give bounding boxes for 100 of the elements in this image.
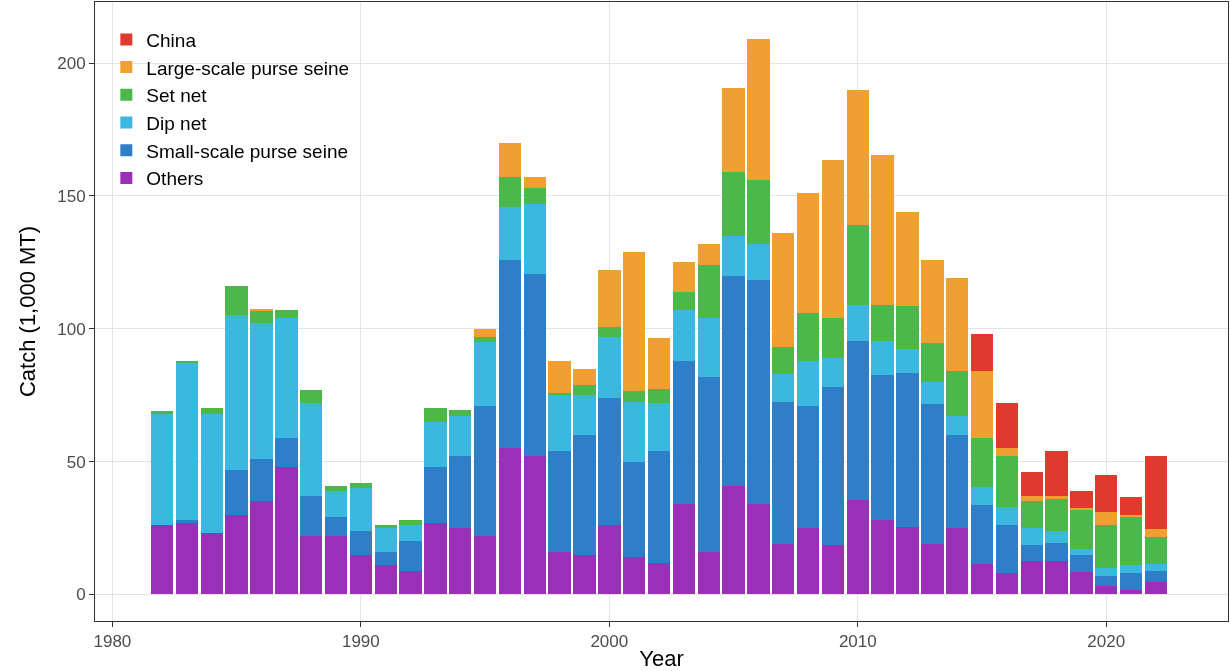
bar (996, 403, 1018, 448)
bar (1120, 590, 1142, 594)
bar (1021, 501, 1043, 528)
bar (449, 410, 471, 416)
x-tick-label: 2000 (590, 632, 629, 652)
bar (1045, 561, 1068, 594)
bar (996, 525, 1018, 573)
bar (896, 349, 919, 373)
bar (424, 422, 447, 467)
bar (921, 382, 944, 404)
bar (399, 541, 422, 571)
bar (275, 310, 298, 318)
bar (921, 260, 944, 343)
x-tick-label: 1980 (93, 632, 132, 652)
bar (996, 507, 1018, 525)
bar (971, 371, 993, 438)
bar (871, 305, 894, 341)
bar (673, 361, 695, 504)
bar (573, 395, 596, 435)
bar (375, 565, 397, 594)
y-axis-title: Catch (1,000 MT) (15, 225, 41, 398)
bar (524, 188, 546, 204)
bar (822, 358, 844, 387)
bar (598, 327, 621, 337)
x-tick-label: 2010 (838, 632, 877, 652)
bar (946, 371, 968, 416)
bar (1145, 456, 1167, 529)
bar (424, 408, 447, 422)
bar (673, 504, 695, 594)
bar (698, 265, 720, 318)
bar (225, 515, 248, 594)
bar (871, 155, 894, 305)
bar (325, 517, 347, 536)
bar (573, 369, 596, 385)
bar (1095, 568, 1117, 576)
bar (747, 39, 770, 180)
bar (698, 377, 720, 552)
bar (524, 177, 546, 188)
bar (747, 180, 770, 244)
bar (698, 318, 720, 377)
bar (623, 557, 645, 594)
bar (225, 286, 248, 315)
x-axis-title: Year (639, 646, 684, 671)
bar (623, 402, 645, 462)
bar (499, 143, 521, 177)
bar (598, 398, 621, 525)
bar (1145, 537, 1167, 564)
y-tick-label: 100 (57, 319, 86, 339)
bar (375, 552, 397, 565)
bar (921, 343, 944, 382)
bar (1045, 451, 1068, 496)
bar (1120, 497, 1142, 515)
bar (598, 337, 621, 398)
bar (722, 276, 745, 486)
bar (722, 236, 745, 276)
legend-label: Others (146, 168, 204, 190)
bar (474, 406, 496, 536)
bar (847, 225, 869, 305)
bar (548, 395, 571, 451)
bar (648, 403, 670, 451)
bar (474, 536, 496, 594)
bar (896, 527, 919, 594)
bar (971, 438, 993, 487)
bar (797, 193, 819, 313)
y-tick-label: 50 (66, 452, 86, 472)
bar (623, 462, 645, 557)
bar (772, 402, 794, 544)
bar (474, 342, 496, 406)
bar (996, 573, 1018, 594)
bar (399, 525, 422, 541)
bar (201, 408, 223, 414)
y-tick-label: 150 (57, 186, 86, 206)
bar (300, 536, 322, 594)
bar (1120, 573, 1142, 590)
bar (1095, 512, 1117, 525)
bar (350, 531, 372, 555)
legend-label: Large-scale purse seine (146, 57, 350, 79)
bar (325, 491, 347, 517)
bar (822, 160, 844, 318)
bar (201, 414, 223, 533)
x-tick-label: 1990 (341, 632, 380, 652)
bar (1045, 531, 1068, 543)
bar (996, 456, 1018, 507)
bar (1145, 571, 1167, 582)
bar (747, 244, 770, 280)
bar (300, 390, 322, 403)
bar (325, 536, 347, 594)
bar (275, 318, 298, 438)
y-tick-label: 0 (76, 585, 86, 605)
bar (424, 467, 447, 523)
bar (225, 315, 248, 470)
bar (871, 375, 894, 520)
bar (474, 337, 496, 342)
bar (896, 373, 919, 527)
bar (474, 329, 496, 337)
bar (250, 459, 273, 501)
bar (573, 555, 596, 594)
bar (176, 363, 198, 520)
bar (971, 505, 993, 564)
bar (598, 270, 621, 327)
